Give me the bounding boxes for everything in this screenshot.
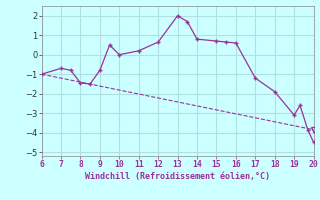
X-axis label: Windchill (Refroidissement éolien,°C): Windchill (Refroidissement éolien,°C) — [85, 172, 270, 181]
